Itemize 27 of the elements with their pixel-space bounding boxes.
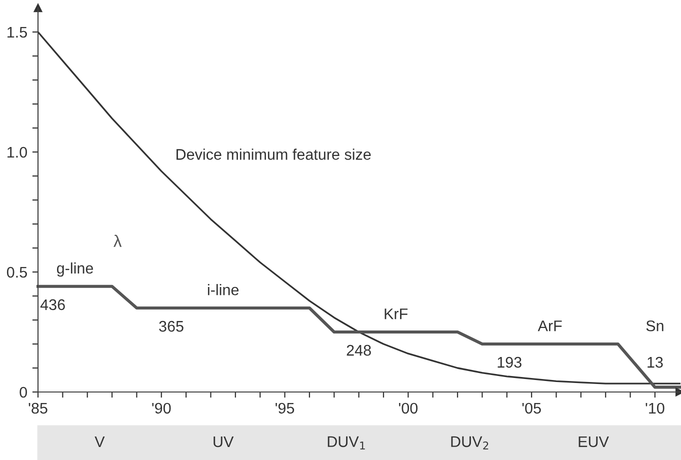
annotation: 436 bbox=[40, 299, 65, 310]
x-tick-label: '05 bbox=[522, 402, 541, 414]
x-tick-label: '90 bbox=[152, 402, 171, 414]
text: DUV$_{1}$ bbox=[328, 436, 365, 450]
annotation: KrF bbox=[384, 308, 408, 320]
x-tick-label: '10 bbox=[646, 402, 664, 414]
x-tick-label: '00 bbox=[398, 402, 418, 414]
annotation: g-line bbox=[56, 262, 94, 277]
text: λ bbox=[114, 234, 122, 247]
annotation: 193 bbox=[498, 356, 522, 368]
text: UV bbox=[214, 436, 234, 448]
y-tick-label: 0.5 bbox=[6, 266, 27, 278]
y-tick-label: 1.0 bbox=[8, 146, 27, 158]
y-tick-label: 1.5 bbox=[8, 27, 27, 38]
x-tick-label: '85 bbox=[28, 402, 48, 414]
text: V bbox=[94, 436, 105, 447]
annotation: ArF bbox=[538, 320, 562, 332]
annotation: 248 bbox=[346, 344, 371, 356]
annotation: 365 bbox=[159, 320, 184, 332]
annotation: Sn bbox=[646, 320, 664, 332]
annotation: i-line bbox=[208, 284, 239, 296]
text: EUV bbox=[578, 436, 609, 448]
annotation: 13 bbox=[648, 356, 663, 368]
series-label: Device minimum feature size bbox=[176, 148, 371, 160]
x-tick-label: '95 bbox=[276, 402, 294, 414]
y-tick-label: 0 bbox=[20, 386, 27, 398]
text: DUV$_{2}$ bbox=[451, 436, 488, 450]
